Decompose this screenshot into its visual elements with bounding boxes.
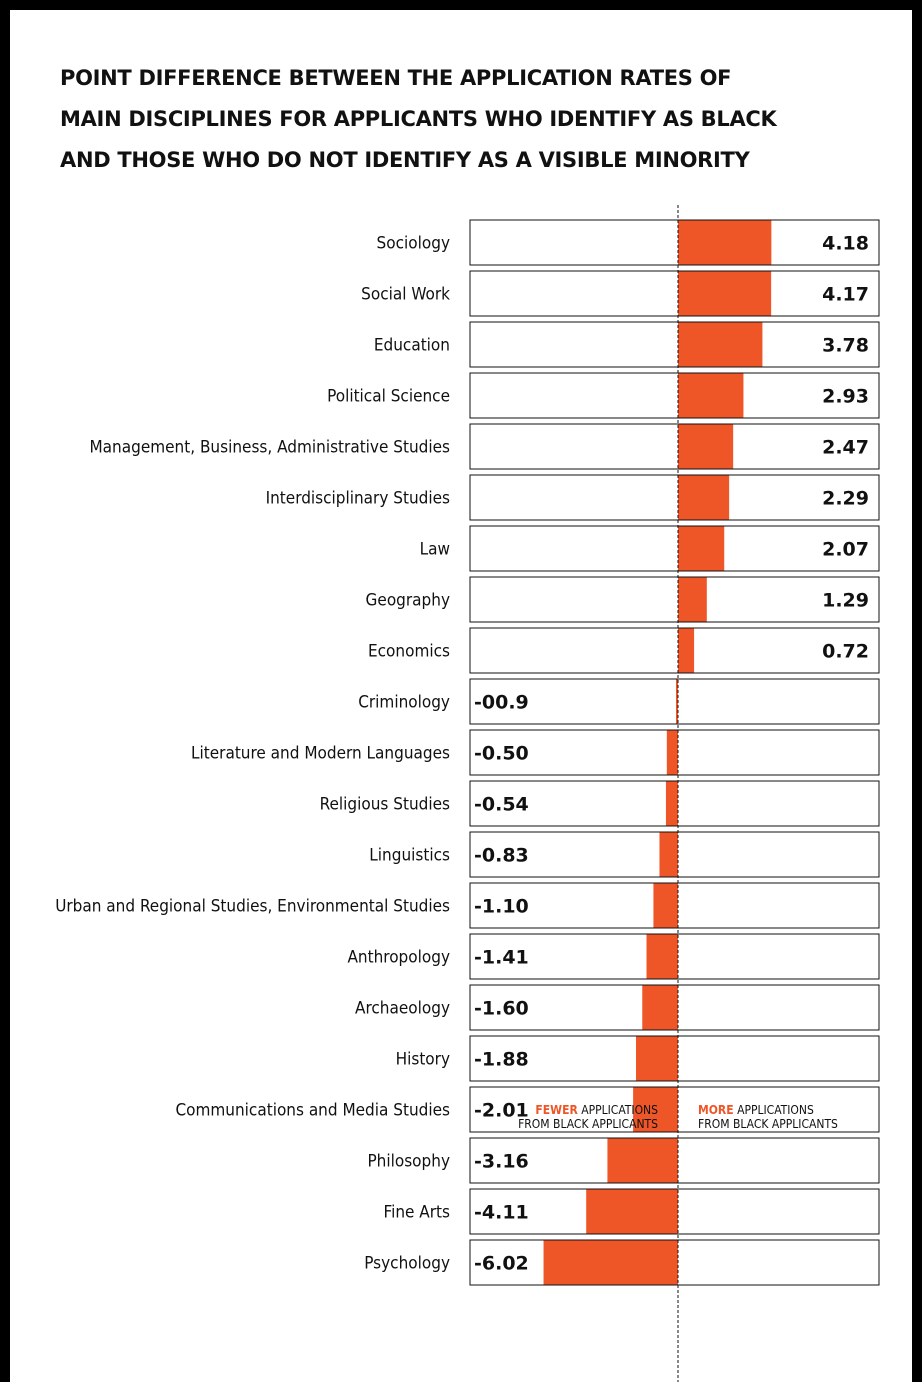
- bar: [678, 424, 734, 469]
- row-box: [469, 576, 880, 623]
- legend-fewer-line2: FROM BLACK APPLICANTS: [518, 1117, 658, 1131]
- bar: [678, 373, 744, 418]
- value-label: -1.10: [474, 896, 529, 918]
- bar: [678, 271, 772, 316]
- legend-fewer-text: APPLICATIONS: [581, 1103, 658, 1117]
- value-label: 4.17: [822, 284, 869, 306]
- category-label: Criminology: [358, 693, 450, 713]
- value-label: -1.60: [474, 998, 529, 1020]
- row-box: [469, 372, 880, 419]
- value-label: -3.16: [474, 1151, 529, 1173]
- row-box: [469, 423, 880, 470]
- bar: [678, 322, 763, 367]
- legend-more-highlight: MORE: [698, 1103, 734, 1117]
- category-label: Political Science: [327, 387, 450, 407]
- bar: [678, 220, 772, 265]
- category-label: Geography: [366, 591, 450, 611]
- value-label: 1.29: [822, 590, 869, 612]
- bar: [659, 832, 678, 877]
- value-label: -0.54: [474, 794, 529, 816]
- chart-title: POINT DIFFERENCE BETWEEN THE APPLICATION…: [60, 66, 777, 172]
- bar: [586, 1189, 678, 1234]
- value-label: 2.47: [822, 437, 869, 459]
- row-box: [469, 627, 880, 674]
- category-label: Management, Business, Administrative Stu…: [89, 438, 450, 458]
- bar: [666, 730, 678, 775]
- category-label: Interdisciplinary Studies: [266, 489, 450, 509]
- value-label: -00.9: [474, 692, 529, 714]
- category-label: Psychology: [364, 1254, 450, 1274]
- value-label: -1.88: [474, 1049, 529, 1071]
- value-label: 2.07: [822, 539, 869, 561]
- bar: [678, 475, 730, 520]
- category-label: Education: [374, 336, 450, 356]
- bar: [678, 577, 707, 622]
- value-label: 2.29: [822, 488, 869, 510]
- category-label: Sociology: [377, 234, 450, 254]
- bar: [607, 1138, 678, 1183]
- value-label: 4.18: [822, 233, 869, 255]
- row-box: [469, 525, 880, 572]
- category-label: Literature and Modern Languages: [191, 744, 450, 764]
- bar: [543, 1240, 678, 1285]
- legend-more-line2: FROM BLACK APPLICANTS: [698, 1117, 838, 1131]
- value-label: 2.93: [822, 386, 869, 408]
- value-label: -4.11: [474, 1202, 529, 1224]
- row-box: [469, 474, 880, 521]
- value-label: 3.78: [822, 335, 869, 357]
- category-label: Law: [420, 540, 450, 560]
- value-label: -0.50: [474, 743, 529, 765]
- category-label: Linguistics: [369, 846, 450, 866]
- bar: [678, 628, 695, 673]
- category-label: Economics: [368, 642, 450, 662]
- legend-more-text: APPLICATIONS: [737, 1103, 814, 1117]
- category-label: Social Work: [361, 285, 450, 305]
- bar: [636, 1036, 678, 1081]
- legend-fewer: FEWER APPLICATIONS FROM BLACK APPLICANTS: [470, 1103, 658, 1131]
- category-label: Religious Studies: [320, 795, 450, 815]
- bar: [678, 526, 725, 571]
- category-label: Urban and Regional Studies, Environmenta…: [55, 897, 450, 917]
- bar: [675, 679, 678, 724]
- category-label: Fine Arts: [384, 1203, 451, 1223]
- legend-fewer-highlight: FEWER: [535, 1103, 578, 1117]
- row-box: [469, 321, 880, 368]
- value-label: -6.02: [474, 1253, 529, 1275]
- value-label: 0.72: [822, 641, 869, 663]
- category-label: Anthropology: [347, 948, 450, 968]
- bar: [653, 883, 678, 928]
- bar: [646, 934, 678, 979]
- row-box: [469, 219, 880, 266]
- category-label: Philosophy: [367, 1152, 450, 1172]
- value-label: -1.41: [474, 947, 529, 969]
- category-label: Archaeology: [355, 999, 450, 1019]
- bar: [633, 1087, 678, 1132]
- bar: [665, 781, 678, 826]
- category-label: Communications and Media Studies: [175, 1101, 450, 1121]
- bar: [642, 985, 678, 1030]
- legend-more: MORE APPLICATIONS FROM BLACK APPLICANTS: [698, 1103, 898, 1131]
- value-label: -0.83: [474, 845, 529, 867]
- value-label: -2.01: [474, 1100, 529, 1122]
- row-box: [469, 270, 880, 317]
- category-label: History: [396, 1050, 450, 1070]
- row-box: [469, 678, 880, 725]
